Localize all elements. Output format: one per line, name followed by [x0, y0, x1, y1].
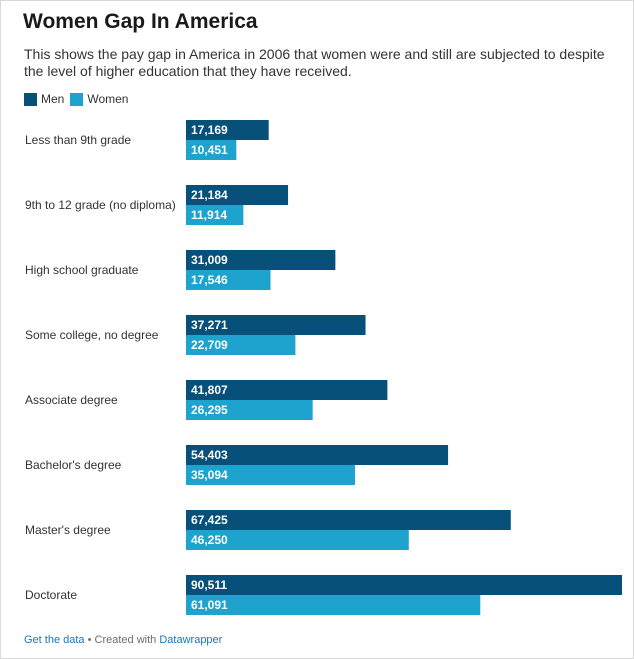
- bar-women: [186, 205, 244, 225]
- bar-women: [186, 270, 271, 290]
- value-label-men: 90,511: [191, 578, 227, 592]
- category-label: Bachelor's degree: [25, 458, 122, 472]
- bar-men: [186, 445, 449, 465]
- value-label-men: 67,425: [191, 513, 228, 527]
- bar-women: [186, 530, 409, 550]
- value-label-women: 10,451: [191, 143, 228, 157]
- category-label: Some college, no degree: [25, 328, 159, 342]
- bar-men: [186, 380, 388, 400]
- legend-label-men: Men: [41, 92, 65, 106]
- chart-title: Women Gap In America: [23, 10, 258, 33]
- datawrapper-link[interactable]: Datawrapper: [159, 634, 223, 646]
- bar-men: [186, 510, 511, 530]
- value-label-men: 17,169: [191, 123, 228, 137]
- bar-women: [186, 335, 296, 355]
- bar-women: [186, 595, 481, 615]
- category-label: Less than 9th grade: [25, 133, 131, 147]
- bar-men: [186, 575, 622, 595]
- value-label-men: 41,807: [191, 383, 228, 397]
- legend-swatch-women: [70, 92, 84, 106]
- bar-women: [186, 400, 313, 420]
- value-label-men: 37,271: [191, 318, 228, 332]
- footer-created-with: Created with: [94, 634, 157, 646]
- value-label-women: 61,091: [191, 598, 228, 612]
- value-label-men: 21,184: [191, 188, 228, 202]
- footer-separator: •: [87, 634, 92, 646]
- footer: Get the data • Created with Datawrapper: [24, 634, 222, 646]
- bar-women: [186, 140, 237, 160]
- legend-swatch-men: [24, 92, 37, 106]
- value-label-women: 26,295: [191, 403, 228, 417]
- category-label: Doctorate: [25, 588, 77, 602]
- legend-item-women: Women: [70, 92, 128, 106]
- chart-subtitle: This shows the pay gap in America in 200…: [24, 46, 605, 79]
- bar-men: [186, 185, 289, 205]
- value-label-women: 11,914: [191, 208, 227, 222]
- value-label-men: 31,009: [191, 253, 228, 267]
- value-label-women: 17,546: [191, 273, 228, 287]
- category-label: Master's degree: [25, 523, 111, 537]
- category-label: Associate degree: [25, 393, 118, 407]
- get-data-link[interactable]: Get the data: [24, 634, 85, 646]
- bar-women: [186, 465, 356, 485]
- bar-chart: Less than 9th grade 17,169 10,451 9th to 12…: [25, 120, 622, 615]
- value-label-women: 35,094: [191, 468, 228, 482]
- value-label-men: 54,403: [191, 448, 228, 462]
- bar-men: [186, 120, 269, 140]
- value-label-women: 22,709: [191, 338, 228, 352]
- category-label: High school graduate: [25, 263, 139, 277]
- bar-men: [186, 315, 366, 335]
- legend-item-men: Men: [24, 92, 64, 106]
- bar-men: [186, 250, 336, 270]
- legend: Men Women: [24, 92, 134, 106]
- value-label-women: 46,250: [191, 533, 228, 547]
- category-label: 9th to 12 grade (no diploma): [25, 198, 176, 212]
- legend-label-women: Women: [87, 92, 129, 106]
